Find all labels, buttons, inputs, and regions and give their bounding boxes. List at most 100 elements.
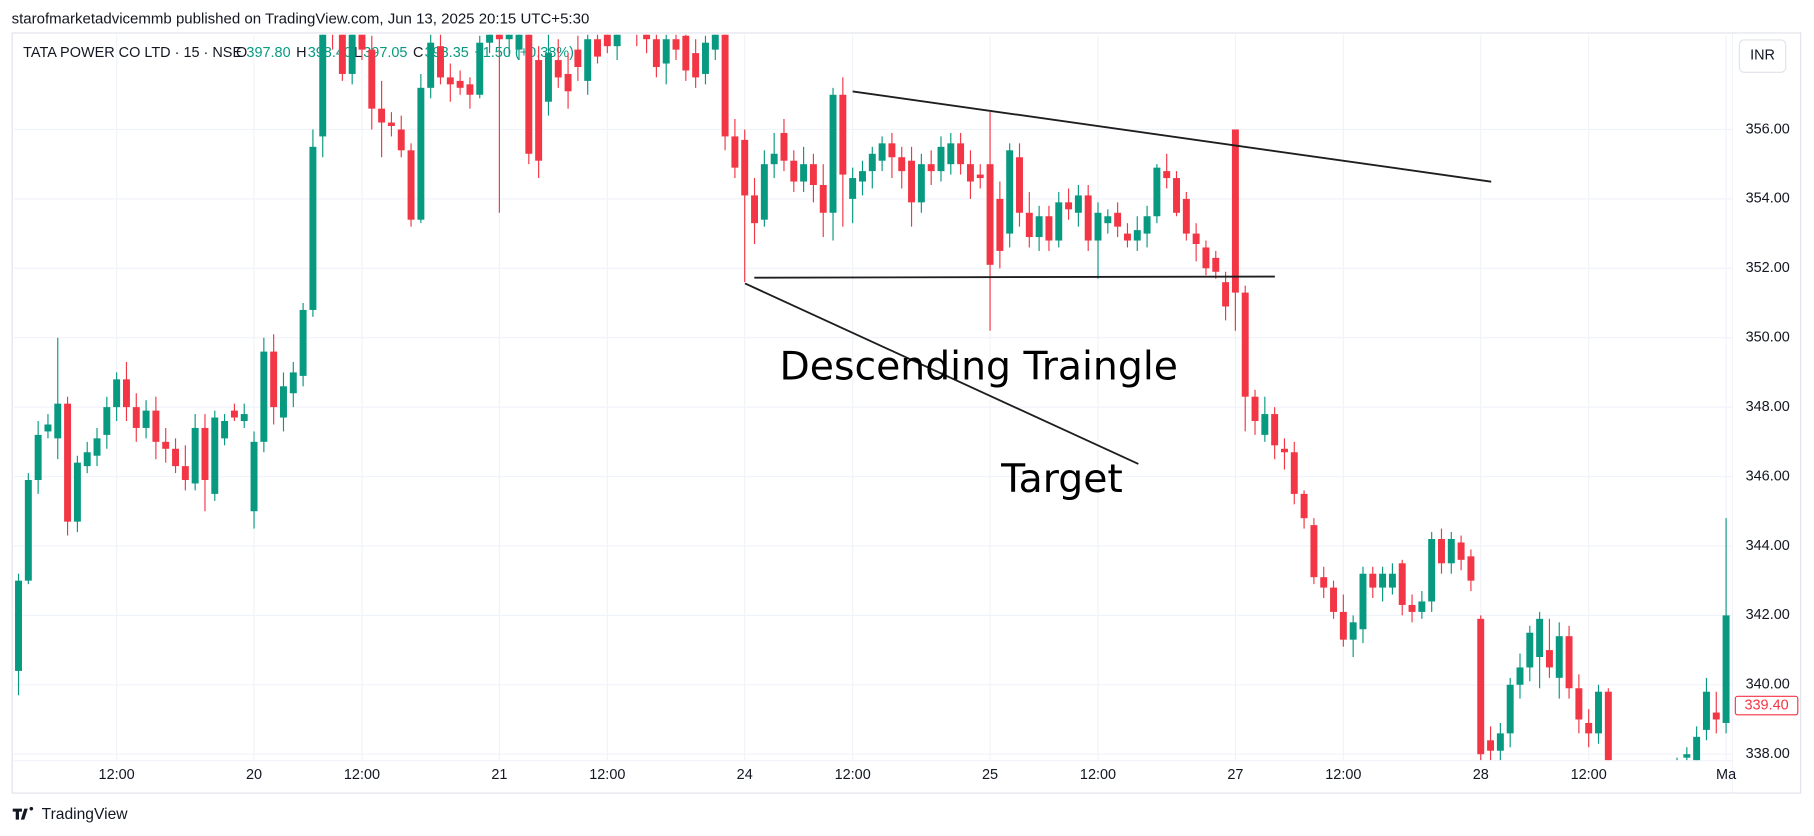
symbol: TATA POWER CO LTD · 15 · NSE	[23, 45, 242, 61]
trend-line	[754, 275, 1275, 279]
x-tick-label: 12:00	[1325, 767, 1361, 783]
y-tick-label: 350.00	[1746, 330, 1790, 346]
candle-body	[486, 34, 494, 43]
candle-body	[780, 132, 788, 161]
y-tick-label: 344.00	[1746, 538, 1790, 554]
candle-body	[1496, 733, 1504, 751]
candle-body	[1585, 722, 1593, 734]
legend: TATA POWER CO LTD · 15 · NSE O 397.80 H …	[23, 45, 574, 61]
ohlc-key: O	[236, 45, 247, 61]
x-tick-label: 12:00	[589, 767, 625, 783]
candle-body	[672, 39, 680, 50]
candle-body	[1182, 198, 1190, 234]
candle-body	[1290, 452, 1298, 494]
y-tick-label: 338.00	[1746, 746, 1790, 762]
y-tick-label: 356.00	[1746, 121, 1790, 137]
candle-body	[1300, 493, 1308, 519]
candle-body	[211, 417, 219, 494]
candle-body	[1212, 257, 1220, 272]
candle-body	[652, 39, 660, 68]
candle-body	[1222, 282, 1230, 307]
candle-body	[505, 34, 513, 40]
candle-body	[1467, 556, 1475, 581]
candle-body	[1016, 157, 1023, 213]
x-tick-label: 12:00	[99, 767, 135, 783]
candle-body	[1025, 212, 1033, 238]
candle-body	[594, 39, 601, 57]
candle-body	[662, 39, 670, 64]
candle-body	[417, 87, 425, 220]
candle-body	[83, 452, 91, 467]
candle-body	[476, 42, 484, 95]
candle-body	[289, 372, 297, 394]
candle-body	[868, 153, 876, 172]
price-tag	[1734, 695, 1799, 716]
candle-body	[564, 73, 572, 92]
x-tick-label: 24	[737, 767, 753, 783]
y-tick-label: 354.00	[1746, 191, 1790, 207]
candle-body	[132, 407, 140, 428]
x-tick-label: 27	[1227, 767, 1243, 783]
candle-body	[1487, 740, 1495, 751]
candle-body	[898, 157, 906, 172]
candle-body	[64, 403, 72, 522]
candle-body	[387, 122, 395, 127]
candle-body	[358, 34, 366, 50]
candle-body	[1438, 539, 1445, 564]
footer-logo: TradingView	[12, 806, 128, 823]
candle-body	[1565, 636, 1573, 689]
candle-body	[809, 164, 817, 186]
candle-body	[947, 143, 955, 165]
candle-body	[93, 438, 101, 456]
candle-body	[260, 351, 268, 442]
candle-body	[878, 143, 886, 161]
candle-body	[1477, 618, 1485, 755]
candle-body	[957, 143, 965, 165]
candle-body	[1006, 150, 1014, 234]
candle-body	[34, 434, 42, 481]
candle-body	[466, 84, 474, 95]
candle-body	[643, 34, 651, 40]
candle-body	[1143, 216, 1151, 234]
candle-body	[1310, 525, 1318, 578]
candle-body	[613, 34, 621, 47]
annotation: Descending Traingle	[780, 344, 1178, 390]
currency-button-box[interactable]	[1738, 39, 1787, 73]
candle-body	[495, 34, 503, 40]
candle-body	[760, 164, 768, 220]
candle-body	[859, 171, 866, 182]
x-tick-label: 25	[982, 767, 998, 783]
candle-body	[427, 42, 435, 88]
candle-body	[1065, 202, 1073, 210]
candle-body	[829, 94, 837, 213]
candle-body	[378, 108, 386, 123]
candle-body	[535, 60, 543, 161]
candle-body	[966, 164, 974, 182]
candle-body	[1231, 129, 1239, 293]
candle-body	[976, 174, 984, 179]
candle-body	[1192, 233, 1200, 245]
candle-body	[1330, 587, 1338, 612]
x-tick-label: 12:00	[835, 767, 871, 783]
candle-body	[849, 178, 857, 199]
candle-body	[701, 42, 709, 74]
candle-body	[917, 164, 925, 203]
ohlc-key: H	[296, 45, 306, 61]
candle-body	[1074, 195, 1082, 213]
candle-body	[181, 466, 189, 481]
candle-body	[1379, 573, 1387, 588]
logo-icon	[12, 806, 34, 820]
x-tick-label: 12:00	[1571, 767, 1607, 783]
y-tick-label: 348.00	[1746, 399, 1790, 415]
candle-body	[1536, 618, 1544, 658]
candle-body	[319, 34, 327, 137]
currency-label[interactable]: INR	[1750, 47, 1775, 63]
candles	[15, 34, 1730, 761]
ohlc-value: 398.35	[425, 45, 469, 61]
candle-body	[908, 160, 916, 203]
candle-body	[201, 427, 209, 481]
currency-button[interactable]: INR	[1738, 39, 1787, 73]
candle-body	[446, 77, 454, 85]
